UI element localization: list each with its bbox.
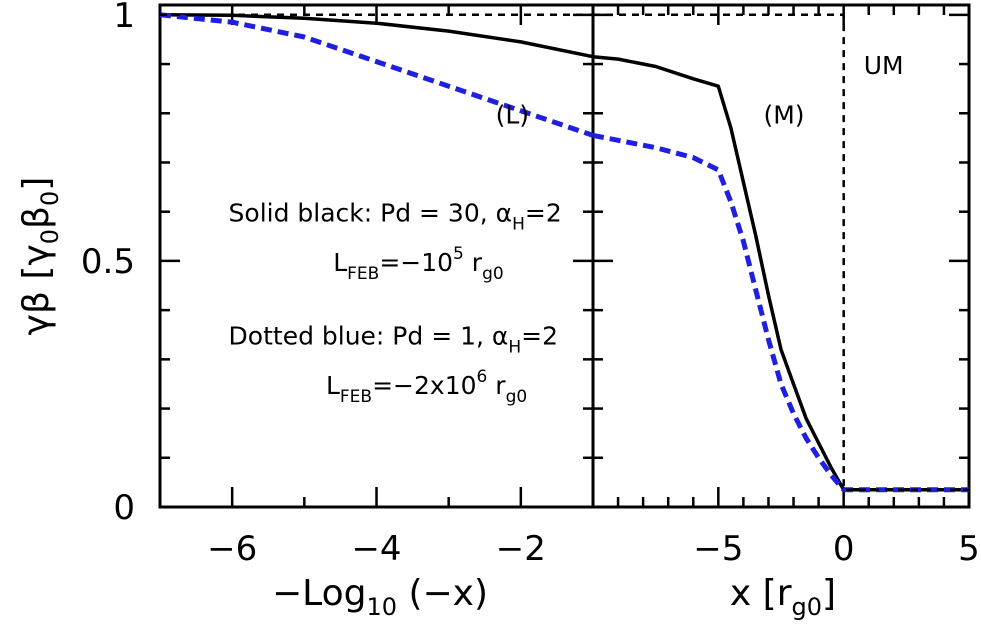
annotations: (L) Solid black: Pd = 30, αH=2 LFEB=−105 r… [229,51,904,407]
annotation-left-4: LFEB=−2x106 rg0 [326,367,527,407]
annotation-left-0: (L) [496,100,529,129]
series-line-right-solid [592,54,969,492]
annotation-right-1: UM [864,51,904,80]
x-axis-label-left: −Log10 (−x) [272,573,488,621]
series-line-left-dashed [159,12,594,138]
annotation-left-2: LFEB=−105 rg0 [333,244,504,284]
annotation-right-0: (M) [763,100,804,129]
y-axis-label: γβ [γ0β0] [16,177,64,336]
y-tick-label: 0 [113,488,135,528]
x-tick-label: −5 [693,529,743,569]
series-layer [159,12,969,493]
panel-frame-right [591,3,971,509]
x-tick-label: 5 [958,529,980,569]
tick-labels: 0 0.5 1 −6 −4 −2 −5 0 5 −Log10 (−x) x [rg0] γβ [γ0β… [16,0,980,621]
y-tick-label: 0.5 [81,242,135,282]
x-tick-label: −2 [496,529,546,569]
series-line-right-dashed [592,132,969,493]
x-axis-label-right: x [rg0] [730,573,836,621]
annotation-left-3: Dotted blue: Pd = 1, αH=2 [229,322,558,358]
annotation-left-1: Solid black: Pd = 30, αH=2 [229,199,562,235]
panel-frame-left [158,3,595,509]
x-tick-label: 0 [833,529,855,569]
axis-ticks [158,5,971,509]
series-line-left-solid [159,13,594,59]
x-tick-label: −4 [351,529,401,569]
panel-frames [158,3,971,509]
series-line-right-dotted-thin [593,13,969,492]
y-tick-label: 1 [113,0,135,36]
x-tick-label: −6 [207,529,257,569]
